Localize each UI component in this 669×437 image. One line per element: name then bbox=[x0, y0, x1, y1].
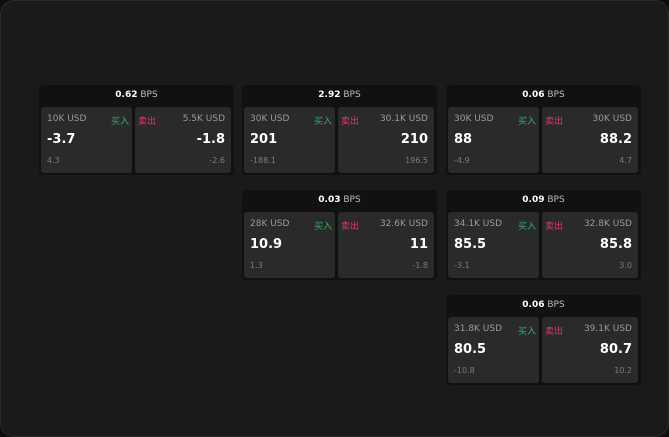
spread-unit: BPS bbox=[343, 90, 361, 100]
sell-cell[interactable]: 30.1K USD 卖出 210 196.5 bbox=[338, 107, 434, 173]
sell-cell[interactable]: 5.5K USD 卖出 -1.8 -2.6 bbox=[135, 107, 231, 173]
buy-label: 买入 bbox=[517, 222, 536, 232]
sell-change: -1.8 bbox=[412, 261, 428, 270]
buy-quantity: 30K USD bbox=[454, 114, 494, 124]
sell-change: 4.7 bbox=[619, 156, 632, 165]
buy-change: -188.1 bbox=[250, 156, 276, 165]
sell-label: 卖出 bbox=[341, 222, 360, 232]
sell-price: 11 bbox=[409, 237, 428, 252]
buy-change: 1.3 bbox=[250, 261, 263, 270]
sell-price: 80.7 bbox=[599, 342, 632, 357]
buy-price: 88 bbox=[454, 132, 473, 147]
sell-change: 3.0 bbox=[619, 261, 632, 270]
spread-header: 0.62 BPS bbox=[39, 85, 234, 106]
sell-label: 卖出 bbox=[341, 117, 360, 127]
sell-price: 88.2 bbox=[599, 132, 632, 147]
buy-label: 买入 bbox=[313, 222, 332, 232]
buy-change: 4.3 bbox=[47, 156, 60, 165]
sell-label: 卖出 bbox=[545, 117, 564, 127]
spread-value: 0.62 bbox=[115, 90, 138, 100]
sell-cell[interactable]: 39.1K USD 卖出 80.7 10.2 bbox=[542, 317, 638, 383]
sell-label: 卖出 bbox=[545, 222, 564, 232]
buy-quantity: 31.8K USD bbox=[454, 324, 503, 334]
sell-label: 卖出 bbox=[138, 117, 157, 127]
sell-cell[interactable]: 32.8K USD 卖出 85.8 3.0 bbox=[542, 212, 638, 278]
spread-unit: BPS bbox=[547, 195, 565, 205]
buy-cell[interactable]: 10K USD 买入 -3.7 4.3 bbox=[41, 107, 132, 173]
spread-header: 0.06 BPS bbox=[446, 295, 641, 316]
price-widget: 0.09 BPS 34.1K USD 买入 85.5 -3.1 32.8K US… bbox=[446, 190, 641, 280]
price-widget: 0.06 BPS 30K USD 买入 88 -4.9 30K USD 卖出 8… bbox=[446, 85, 641, 175]
spread-value: 0.03 bbox=[318, 195, 341, 205]
sell-quantity: 30.1K USD bbox=[379, 114, 428, 124]
buy-change: -3.1 bbox=[454, 261, 470, 270]
buy-label: 买入 bbox=[517, 117, 536, 127]
sell-change: -2.6 bbox=[209, 156, 225, 165]
spread-value: 0.06 bbox=[522, 90, 545, 100]
sell-change: 196.5 bbox=[405, 156, 428, 165]
sell-quantity: 30K USD bbox=[592, 114, 632, 124]
spread-header: 0.06 BPS bbox=[446, 85, 641, 106]
buy-change: -10.8 bbox=[454, 366, 475, 375]
buy-price: -3.7 bbox=[47, 132, 76, 147]
sell-quantity: 32.8K USD bbox=[583, 219, 632, 229]
buy-quantity: 34.1K USD bbox=[454, 219, 503, 229]
buy-price: 10.9 bbox=[250, 237, 283, 252]
price-widget: 0.06 BPS 31.8K USD 买入 80.5 -10.8 39.1K U… bbox=[446, 295, 641, 385]
spread-header: 0.03 BPS bbox=[242, 190, 437, 211]
price-widget: 0.62 BPS 10K USD 买入 -3.7 4.3 5.5K USD 卖出… bbox=[39, 85, 234, 175]
price-widget: 2.92 BPS 30K USD 买入 201 -188.1 30.1K USD… bbox=[242, 85, 437, 175]
buy-price: 85.5 bbox=[454, 237, 487, 252]
buy-price: 201 bbox=[250, 132, 278, 147]
buy-quantity: 10K USD bbox=[47, 114, 87, 124]
buy-label: 买入 bbox=[313, 117, 332, 127]
buy-cell[interactable]: 30K USD 买入 88 -4.9 bbox=[448, 107, 539, 173]
sell-label: 卖出 bbox=[545, 327, 564, 337]
buy-change: -4.9 bbox=[454, 156, 470, 165]
sell-price: 85.8 bbox=[599, 237, 632, 252]
spread-unit: BPS bbox=[547, 90, 565, 100]
buy-cell[interactable]: 31.8K USD 买入 80.5 -10.8 bbox=[448, 317, 539, 383]
buy-quantity: 28K USD bbox=[250, 219, 290, 229]
spread-unit: BPS bbox=[547, 300, 565, 310]
sell-price: 210 bbox=[400, 132, 428, 147]
sell-quantity: 39.1K USD bbox=[583, 324, 632, 334]
sell-price: -1.8 bbox=[196, 132, 225, 147]
spread-unit: BPS bbox=[343, 195, 361, 205]
sell-cell[interactable]: 32.6K USD 卖出 11 -1.8 bbox=[338, 212, 434, 278]
buy-label: 买入 bbox=[517, 327, 536, 337]
spread-value: 0.09 bbox=[522, 195, 545, 205]
buy-cell[interactable]: 28K USD 买入 10.9 1.3 bbox=[244, 212, 335, 278]
buy-label: 买入 bbox=[110, 117, 129, 127]
price-widget: 0.03 BPS 28K USD 买入 10.9 1.3 32.6K USD 卖… bbox=[242, 190, 437, 280]
spread-unit: BPS bbox=[140, 90, 158, 100]
buy-price: 80.5 bbox=[454, 342, 487, 357]
sell-quantity: 32.6K USD bbox=[379, 219, 428, 229]
sell-cell[interactable]: 30K USD 卖出 88.2 4.7 bbox=[542, 107, 638, 173]
buy-cell[interactable]: 30K USD 买入 201 -188.1 bbox=[244, 107, 335, 173]
sell-change: 10.2 bbox=[614, 366, 632, 375]
spread-value: 0.06 bbox=[522, 300, 545, 310]
buy-quantity: 30K USD bbox=[250, 114, 290, 124]
spread-value: 2.92 bbox=[318, 90, 341, 100]
buy-cell[interactable]: 34.1K USD 买入 85.5 -3.1 bbox=[448, 212, 539, 278]
spread-header: 0.09 BPS bbox=[446, 190, 641, 211]
sell-quantity: 5.5K USD bbox=[182, 114, 225, 124]
spread-header: 2.92 BPS bbox=[242, 85, 437, 106]
